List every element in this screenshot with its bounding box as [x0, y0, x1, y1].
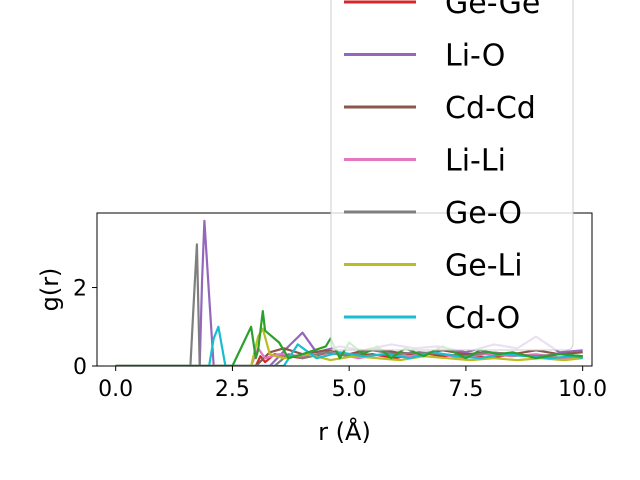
- y-tick-label: 2: [73, 277, 87, 302]
- legend-label-li-o: Li-O: [445, 39, 505, 74]
- x-axis-label: r (Å): [318, 417, 371, 446]
- legend-label-cd-o: Cd-O: [445, 301, 520, 336]
- legend-label-li-li: Li-Li: [445, 144, 506, 179]
- series-line-ge-li: [115, 327, 583, 366]
- y-tick-label: 0: [73, 355, 87, 380]
- x-tick-label: 10.0: [558, 377, 607, 402]
- x-tick-label: 7.5: [448, 377, 483, 402]
- axes: 0.0 2.5 5.0 7.5 10.0 0 2: [73, 212, 607, 402]
- y-axis-label: g(r): [36, 268, 64, 312]
- legend-label-cd-cd: Cd-Cd: [445, 91, 536, 126]
- x-tick-label: 0.0: [98, 377, 133, 402]
- legend-label-ge-li: Ge-Li: [445, 249, 523, 284]
- legend-label-ge-o: Ge-O: [445, 196, 522, 231]
- x-tick-label: 5.0: [332, 377, 367, 402]
- legend-label-ge-ge: Ge-Ge: [445, 0, 540, 21]
- plot-area: [115, 219, 583, 366]
- x-tick-label: 2.5: [215, 377, 250, 402]
- legend-box: [330, 0, 574, 351]
- series-line-cd-cd: [115, 347, 583, 366]
- legend: Ge-Ge Li-O Cd-Cd Li-Li Ge-O Ge-Li Cd-O: [330, 0, 574, 351]
